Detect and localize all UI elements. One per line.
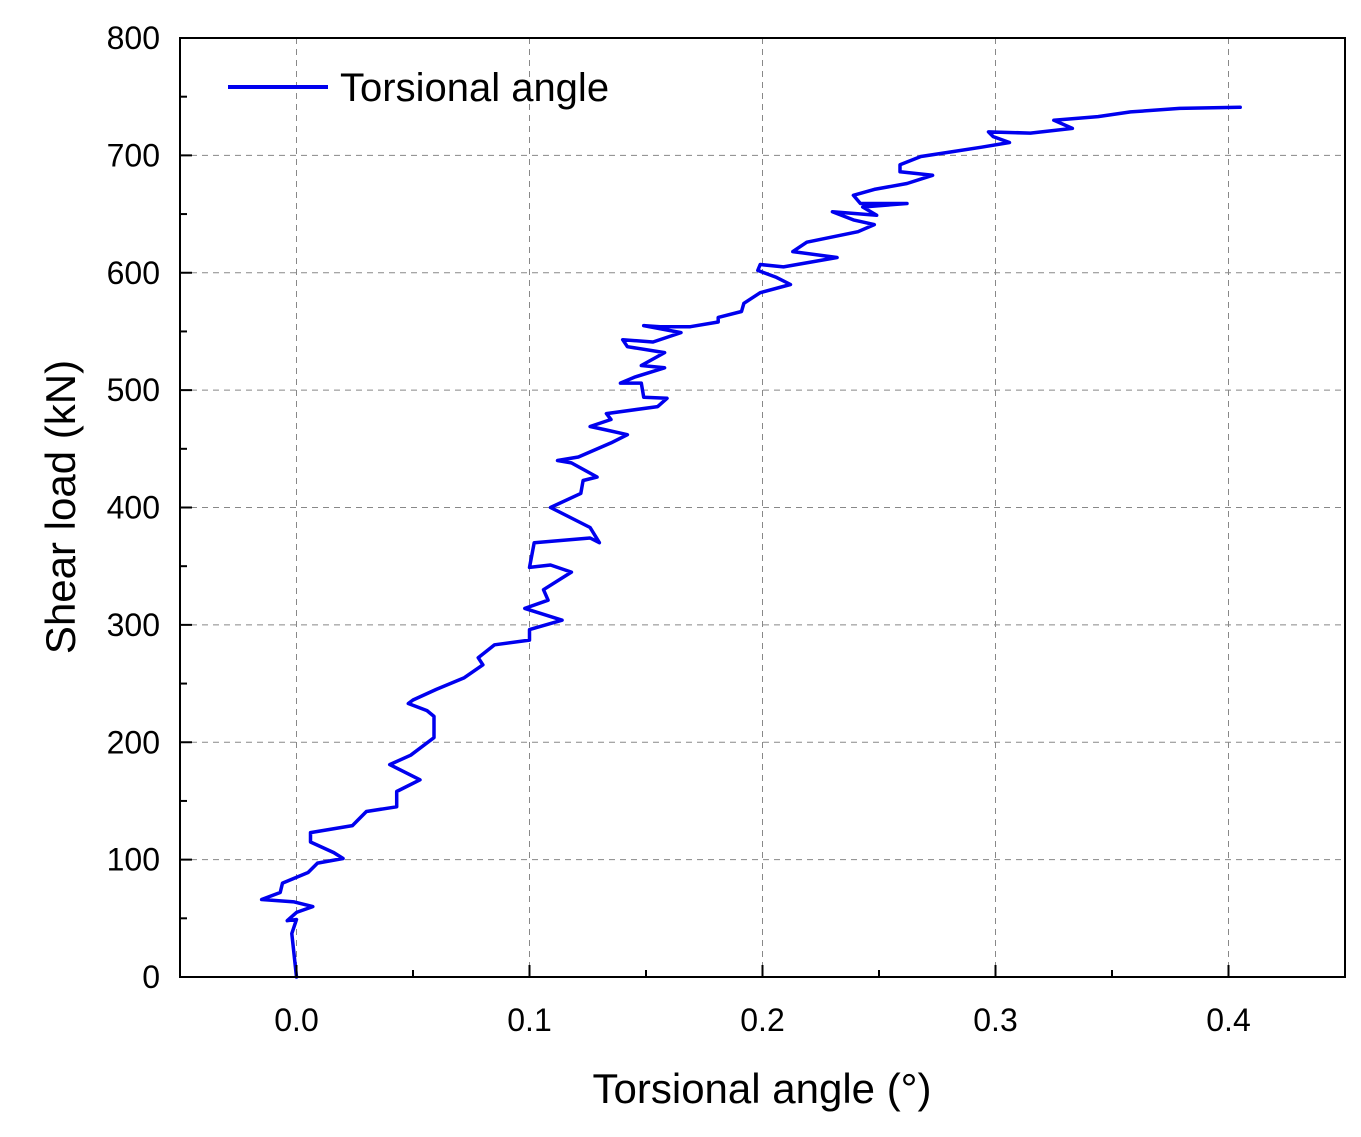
x-tick-label: 0.1	[507, 1002, 551, 1038]
x-tick-label: 0.2	[740, 1002, 784, 1038]
series-layer	[259, 105, 1242, 979]
x-tick-labels: 0.0 0.1 0.2 0.3 0.4	[274, 1002, 1250, 1038]
y-axis-title: Shear load (kN)	[37, 360, 84, 654]
x-tick-label: 0.0	[274, 1002, 318, 1038]
y-tick-label: 300	[107, 607, 160, 643]
x-axis-title: Torsional angle (°)	[593, 1065, 932, 1112]
y-tick-label: 700	[107, 137, 160, 173]
y-tick-label: 0	[142, 959, 160, 995]
y-tick-label: 500	[107, 372, 160, 408]
y-tick-label: 200	[107, 724, 160, 760]
series-line-torsional-angle	[259, 105, 1242, 979]
x-tick-label: 0.3	[973, 1002, 1017, 1038]
legend-label: Torsional angle	[340, 66, 609, 110]
y-tick-label: 100	[107, 842, 160, 878]
y-tick-label: 600	[107, 255, 160, 291]
grid	[180, 38, 1345, 977]
x-tick-label: 0.4	[1206, 1002, 1250, 1038]
ticks	[179, 37, 1346, 978]
y-tick-label: 400	[107, 490, 160, 526]
y-tick-label: 800	[107, 20, 160, 56]
legend: Torsional angle	[228, 66, 609, 110]
y-tick-labels: 0 100 200 300 400 500 600 700 800	[107, 20, 160, 995]
